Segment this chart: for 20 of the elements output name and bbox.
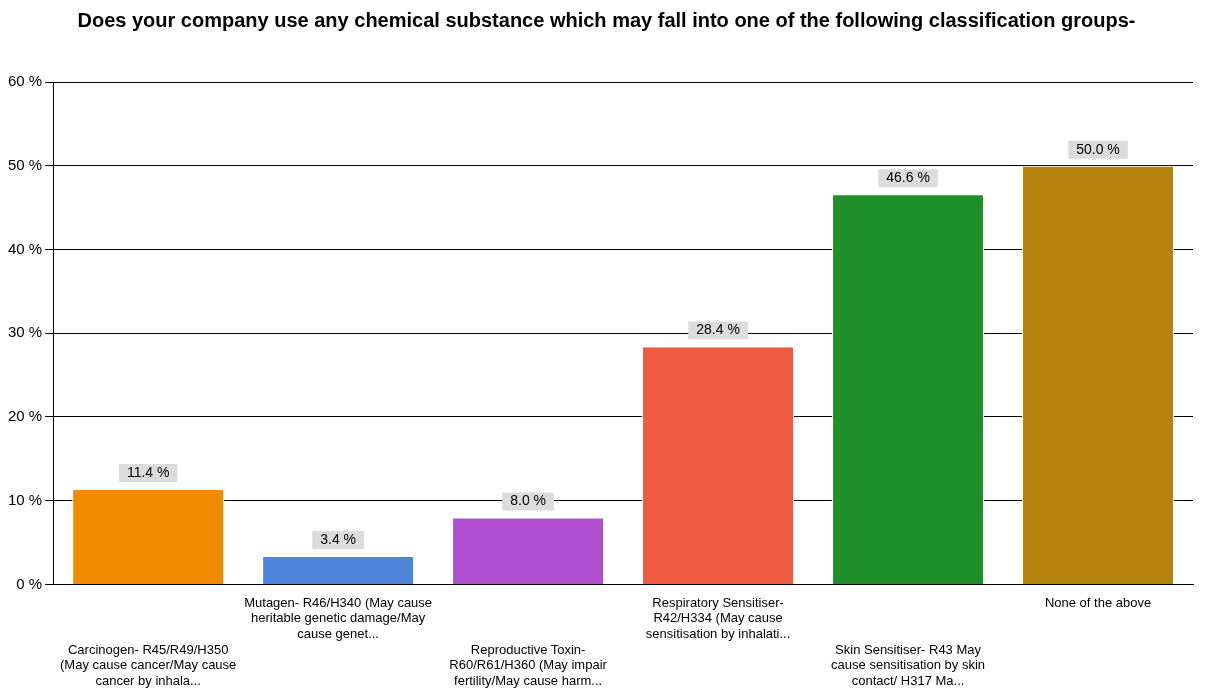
y-tick-label: 10 %	[7, 490, 43, 508]
y-tick-label: 60 %	[7, 72, 43, 90]
data-label: 11.4 %	[126, 463, 170, 480]
y-tick-label: 0 %	[16, 574, 43, 592]
y-tick-label: 20 %	[7, 407, 43, 425]
data-label: 8.0 %	[510, 492, 547, 509]
y-tick-label: 50 %	[7, 155, 43, 173]
x-tick-label: Carcinogen- R45/R49/H350 (May cause cancer/May cause cancer by inhala...	[60, 641, 237, 688]
x-tick-label: None of the above	[1044, 594, 1152, 610]
x-tick-label: Skin Sensitiser- R43 May cause sensitisation by skin contact/ H317 Ma...	[831, 641, 986, 688]
chart-title: Does your company use any chemical substance which may fall into one of the following classification groups-	[77, 8, 1136, 32]
y-tick-label: 40 %	[7, 239, 43, 257]
x-tick-label: Respiratory Sensitiser- R42/H334 (May cause sensitisation by inhalati...	[645, 594, 791, 641]
data-label: 46.6 %	[886, 169, 930, 186]
data-label: 50.0 %	[1076, 140, 1120, 157]
x-tick-label: Reproductive Toxin- R60/R61/H360 (May impair fertility/May cause harm...	[449, 641, 608, 688]
x-tick-label: Mutagen- R46/H340 (May cause heritable genetic damage/May cause genet...	[244, 594, 433, 641]
data-label: 28.4 %	[696, 321, 740, 338]
data-label: 3.4 %	[320, 530, 357, 547]
y-tick-label: 30 %	[7, 323, 43, 341]
